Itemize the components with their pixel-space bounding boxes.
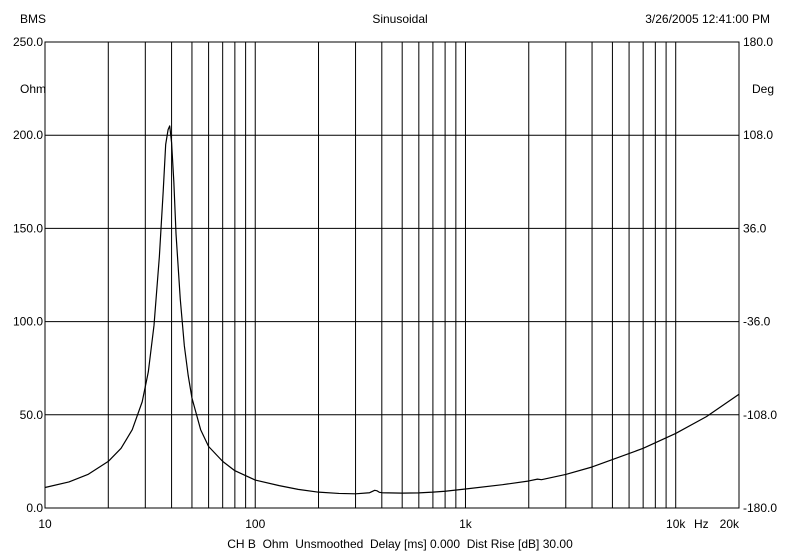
footer-unit: Ohm — [262, 537, 289, 551]
x-axis-ticks: 10 100 1k 10k 20k — [38, 517, 740, 531]
plot-frame — [44, 41, 740, 509]
series-layer — [44, 125, 740, 495]
x-tick-label: 10k — [666, 517, 686, 531]
grid-lines — [45, 42, 739, 508]
footer-delay: Delay [ms] 0.000 — [369, 537, 461, 551]
y-tick-label: 150.0 — [13, 221, 43, 235]
footer-smoothing: Unsmoothed — [295, 537, 364, 551]
y2-tick-label: -108.0 — [743, 408, 777, 422]
y-axis-ticks: 250.0 200.0 150.0 100.0 50.0 0.0 — [13, 35, 43, 515]
measurement-footer: CH B Ohm Unsmoothed Delay [ms] 0.000 Dis… — [227, 537, 573, 551]
y2-tick-label: -36.0 — [743, 315, 771, 329]
y2-tick-label: 180.0 — [743, 35, 773, 49]
y2-axis-label: Deg — [752, 82, 774, 96]
footer-channel: CH B — [227, 537, 256, 551]
header-timestamp: 3/26/2005 12:41:00 PM — [645, 12, 770, 26]
y2-tick-label: 36.0 — [743, 221, 767, 235]
y2-tick-label: 108.0 — [743, 128, 773, 142]
y-axis-label: Ohm — [20, 82, 46, 96]
footer-dist-rise: Dist Rise [dB] 30.00 — [466, 537, 573, 551]
x-tick-label: 1k — [459, 517, 473, 531]
y-tick-label: 0.0 — [26, 501, 43, 515]
x-tick-label: 10 — [38, 517, 52, 531]
y-tick-label: 100.0 — [13, 315, 43, 329]
x-tick-label: 20k — [720, 517, 740, 531]
y-tick-label: 50.0 — [20, 408, 44, 422]
x-axis-unit-label: Hz — [694, 517, 709, 531]
y2-tick-label: -180.0 — [743, 501, 777, 515]
header-mode-label: Sinusoidal — [372, 12, 428, 26]
x-tick-label: 100 — [245, 517, 265, 531]
y2-axis-ticks: 180.0 108.0 36.0 -36.0 -108.0 -180.0 — [743, 35, 777, 515]
y-tick-label: 200.0 — [13, 128, 43, 142]
series-line-impedance — [44, 125, 740, 495]
header-left-label: BMS — [20, 12, 47, 26]
y-tick-label: 250.0 — [13, 35, 43, 49]
